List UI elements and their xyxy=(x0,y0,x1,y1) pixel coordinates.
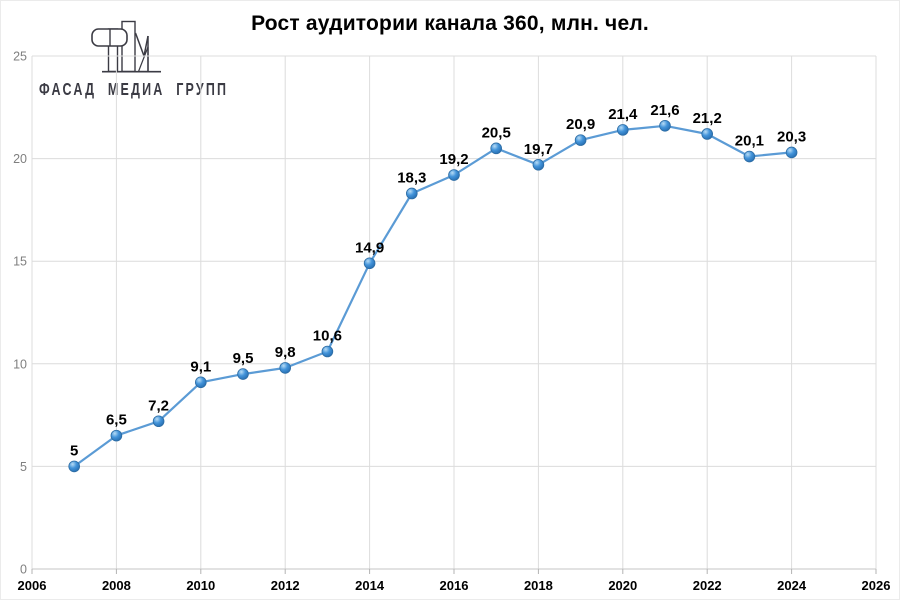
data-point xyxy=(68,460,80,473)
data-point xyxy=(237,368,249,380)
data-point-label: 7,2 xyxy=(148,397,169,414)
y-tick-label: 5 xyxy=(20,460,27,474)
x-tick-label: 2026 xyxy=(862,578,891,593)
x-tick-label: 2006 xyxy=(18,578,47,593)
series-line xyxy=(73,124,793,468)
data-point xyxy=(152,415,165,428)
data-point xyxy=(532,158,545,171)
data-point-label: 6,5 xyxy=(106,412,127,429)
x-tick-label: 2014 xyxy=(355,578,385,593)
y-tick-label: 25 xyxy=(13,50,27,64)
data-point-label: 5 xyxy=(70,442,78,459)
data-point-label: 19,2 xyxy=(439,151,468,168)
logo-monogram-icon xyxy=(91,20,161,73)
x-tick-label: 2016 xyxy=(440,578,469,593)
data-point xyxy=(195,376,207,389)
data-point-label: 14,9 xyxy=(355,239,384,256)
logo-m-diagonal-down xyxy=(134,32,145,57)
data-point xyxy=(490,142,503,155)
x-tick-label: 2022 xyxy=(693,578,722,593)
x-tick-label: 2018 xyxy=(524,578,553,593)
data-point xyxy=(321,345,334,358)
data-point xyxy=(279,362,292,374)
logo-text: ФАСАД МЕДИА ГРУПП xyxy=(39,80,229,100)
chart-title: Рост аудитории канала 360, млн. чел. xyxy=(251,12,649,35)
data-point xyxy=(616,124,629,136)
data-point-label: 9,5 xyxy=(233,350,254,367)
data-point-label: 19,7 xyxy=(524,141,553,158)
data-point-label: 20,9 xyxy=(566,116,595,133)
data-point-label: 9,8 xyxy=(275,344,296,361)
logo: ФАСАД МЕДИА ГРУПП xyxy=(39,14,226,99)
data-point xyxy=(363,257,376,270)
x-tick-label: 2008 xyxy=(102,578,131,593)
x-tick-label: 2012 xyxy=(271,578,300,593)
data-point-label: 21,4 xyxy=(608,106,638,123)
data-point-label: 21,2 xyxy=(693,110,722,127)
data-point-label: 20,1 xyxy=(735,133,764,150)
data-point xyxy=(405,187,418,200)
data-point xyxy=(110,429,123,442)
x-tick-label: 2020 xyxy=(608,578,637,593)
data-point-label: 21,6 xyxy=(650,102,679,119)
data-point xyxy=(448,169,460,181)
y-tick-label: 20 xyxy=(13,152,27,166)
data-point-label: 10,6 xyxy=(313,327,342,344)
x-tick-label: 2024 xyxy=(777,578,807,593)
data-point xyxy=(743,150,756,163)
data-point xyxy=(785,146,798,159)
data-point xyxy=(701,128,713,140)
y-tick-label: 15 xyxy=(13,255,27,269)
y-tick-label: 10 xyxy=(13,357,27,371)
x-tick-label: 2010 xyxy=(186,578,215,593)
data-point xyxy=(574,134,587,146)
data-point-label: 18,3 xyxy=(397,169,426,186)
data-point-label: 20,5 xyxy=(482,124,511,141)
data-point-label: 9,1 xyxy=(190,358,211,375)
data-point xyxy=(659,119,671,132)
data-point-label: 20,3 xyxy=(777,128,806,145)
y-tick-label: 0 xyxy=(20,563,27,577)
